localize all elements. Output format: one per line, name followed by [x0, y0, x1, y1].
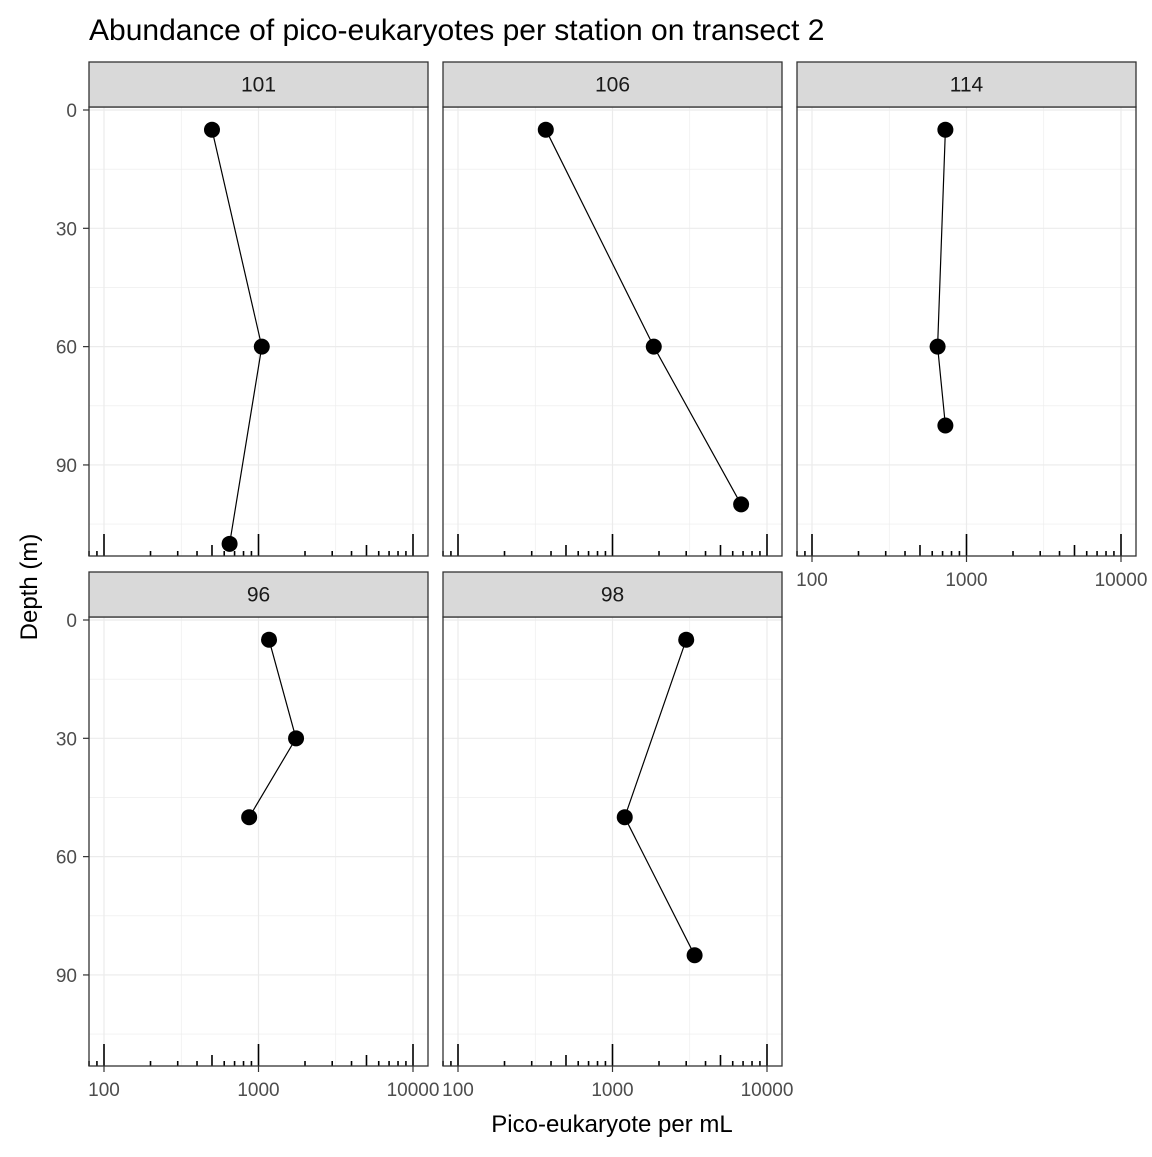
chart-title: Abundance of pico-eukaryotes per station…: [89, 14, 824, 47]
data-point: [686, 947, 703, 964]
y-tick-label: 30: [56, 729, 77, 750]
data-point: [261, 631, 278, 648]
y-tick-label: 90: [56, 456, 77, 477]
y-tick-label: 90: [56, 966, 77, 987]
x-tick-label: 10000: [741, 1080, 794, 1101]
strip-label: 114: [950, 74, 984, 97]
data-point: [288, 730, 305, 747]
y-tick-label: 30: [56, 219, 77, 240]
x-tick-label: 1000: [945, 570, 987, 591]
strip-background: [796, 61, 1137, 108]
strip-background: [88, 571, 429, 618]
data-point: [937, 121, 954, 138]
data-point: [253, 338, 270, 355]
x-tick-label: 1000: [591, 1080, 633, 1101]
data-point: [241, 809, 258, 826]
panels-layer: 101 0 30 60 90 106 114 100 1000 10000 96 0 30 60 90 100…: [56, 61, 1148, 1101]
x-tick-label: 100: [442, 1080, 474, 1101]
data-point: [733, 496, 750, 513]
strip-background: [442, 61, 783, 108]
panel-98: 98 100 1000 10000: [442, 571, 794, 1101]
data-point: [616, 809, 633, 826]
strip-label: 101: [241, 74, 276, 97]
data-point: [203, 121, 220, 138]
data-point: [645, 338, 662, 355]
x-axis-title: Pico-eukaryote per mL: [491, 1111, 732, 1138]
strip-label: 96: [247, 584, 270, 607]
strip-label: 106: [595, 74, 630, 97]
y-tick-label: 60: [56, 848, 77, 869]
data-point: [678, 631, 695, 648]
x-tick-label: 100: [88, 1080, 120, 1101]
x-tick-label: 10000: [387, 1080, 440, 1101]
strip-label: 98: [601, 584, 624, 607]
x-tick-label: 10000: [1095, 570, 1148, 591]
strip-background: [442, 571, 783, 618]
x-tick-label: 100: [796, 570, 828, 591]
data-point: [929, 338, 946, 355]
y-tick-label: 0: [66, 101, 77, 122]
y-axis-title: Depth (m): [16, 534, 43, 641]
data-point: [221, 535, 238, 552]
x-tick-label: 1000: [237, 1080, 279, 1101]
panel-96: 96 0 30 60 90 100 1000 10000: [56, 571, 440, 1101]
data-point: [537, 121, 554, 138]
y-tick-label: 60: [56, 338, 77, 359]
panel-106: 106: [442, 61, 783, 557]
panel-114: 114 100 1000 10000: [796, 61, 1148, 591]
strip-background: [88, 61, 429, 108]
y-tick-label: 0: [66, 611, 77, 632]
data-point: [937, 417, 954, 434]
panel-101: 101 0 30 60 90: [56, 61, 429, 557]
